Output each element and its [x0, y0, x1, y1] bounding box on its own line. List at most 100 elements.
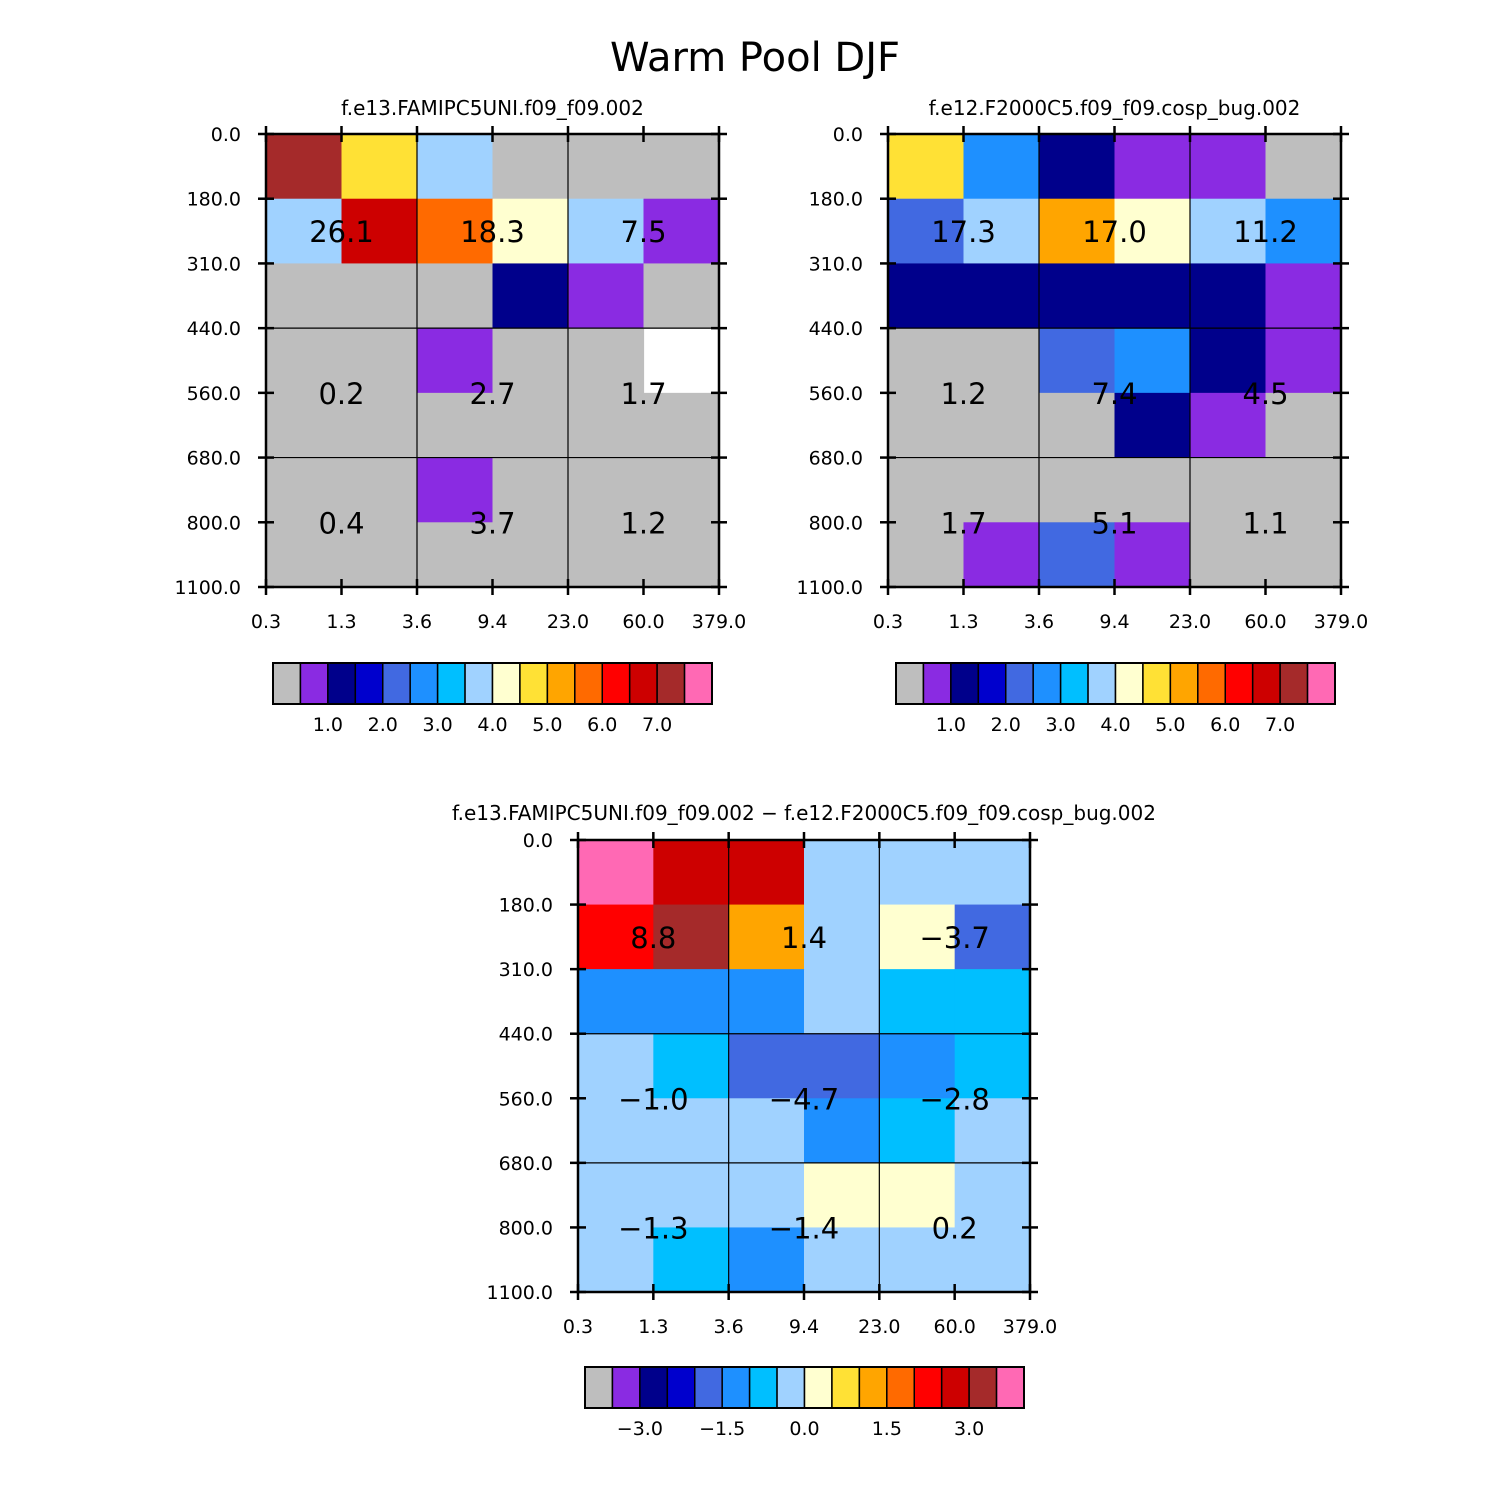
y-tick-label: 800.0	[809, 512, 863, 534]
colorbar-swatch	[748, 1366, 778, 1409]
heatmap-cell	[1190, 522, 1267, 588]
heatmap-cell	[492, 457, 569, 523]
colorbar-label: 5.0	[532, 714, 562, 736]
heatmap-cell	[568, 457, 645, 523]
heatmap-cell	[568, 263, 645, 329]
colorbar-label: 2.0	[368, 714, 398, 736]
colorbar-label: 7.0	[1265, 714, 1295, 736]
colorbar-swatch	[584, 1366, 614, 1409]
heatmap-cell	[1114, 392, 1191, 459]
colorbar-swatch	[382, 662, 411, 705]
y-tick-label: 1100.0	[175, 577, 241, 599]
y-tick-label: 560.0	[809, 383, 863, 405]
block-value-label: −2.8	[919, 1082, 989, 1116]
panel-difference: f.e13.FAMIPC5UNI.f09_f09.002 − f.e12.F20…	[452, 801, 1156, 1440]
block-value-label: 11.2	[1233, 215, 1298, 249]
y-tick-label: 180.0	[187, 189, 241, 211]
heatmap-cell	[1114, 522, 1191, 588]
heatmap-cell	[1265, 392, 1342, 459]
heatmap-cell	[888, 457, 965, 523]
colorbar-swatch	[327, 662, 357, 705]
heatmap-cell	[1265, 263, 1342, 329]
heatmap-cell	[492, 392, 569, 459]
colorbar-swatch	[272, 662, 302, 705]
heatmap-cell	[954, 904, 1031, 970]
heatmap-cell	[417, 457, 494, 523]
heatmap-cell	[341, 263, 418, 329]
heatmap-cell	[954, 840, 1031, 906]
heatmap-cell	[417, 328, 494, 394]
heatmap-cell	[492, 134, 569, 200]
colorbar-swatch	[721, 1366, 751, 1409]
x-tick-label: 1.3	[638, 1316, 668, 1338]
colorbar-label: −3.0	[617, 1418, 663, 1440]
heatmap-cell	[578, 840, 654, 906]
heatmap-cell	[1190, 328, 1267, 394]
x-tick-label: 9.4	[789, 1316, 819, 1338]
y-tick-label: 310.0	[187, 253, 241, 275]
colorbar-swatch	[574, 662, 603, 705]
block-value-label: −3.7	[919, 921, 989, 955]
x-tick-label: 3.6	[1024, 611, 1054, 633]
heatmap-cell	[728, 969, 805, 1035]
heatmap-cell	[643, 263, 720, 329]
heatmap-cell	[1190, 457, 1267, 523]
heatmap-cell	[266, 134, 343, 200]
y-tick-label: 0.0	[523, 830, 553, 852]
block-value-label: −4.7	[769, 1082, 839, 1116]
colorbar-swatch	[886, 1366, 915, 1409]
heatmap-cell	[417, 198, 494, 265]
colorbar-swatch	[464, 662, 494, 705]
heatmap-cell	[417, 392, 494, 459]
x-tick-label: 23.0	[547, 611, 589, 633]
colorbar-frame	[895, 662, 1336, 705]
colorbar-swatch	[895, 662, 925, 705]
panel-title: f.e13.FAMIPC5UNI.f09_f09.002	[341, 96, 644, 120]
x-tick-label: 0.3	[873, 611, 903, 633]
heatmap-cell	[1265, 198, 1342, 265]
block-value-label: 1.2	[940, 377, 986, 411]
panel-title: f.e12.F2000C5.f09_f09.cosp_bug.002	[929, 96, 1301, 120]
heatmap-cell	[341, 522, 418, 588]
heatmap-cell	[879, 969, 956, 1035]
heatmap-cell	[963, 134, 1040, 200]
colorbar-swatch	[1169, 662, 1199, 705]
heatmap-cell	[1114, 198, 1191, 265]
heatmap-cell	[804, 840, 880, 906]
heatmap-cell	[568, 522, 645, 588]
block-value-label: 5.1	[1091, 506, 1137, 540]
heatmap-cell	[888, 328, 965, 394]
colorbar-frame	[272, 662, 713, 705]
colorbar-swatch	[1197, 662, 1227, 705]
heatmap-cell	[1039, 263, 1116, 329]
heatmap-cell	[879, 1033, 956, 1099]
heatmap-cell	[341, 328, 418, 394]
block-value-label: 17.3	[931, 215, 996, 249]
heatmap-cell	[1265, 134, 1342, 200]
heatmap-cell	[1039, 457, 1116, 523]
heatmap-cell	[728, 1162, 805, 1229]
heatmap-cell	[643, 134, 720, 200]
panel-control-run: f.e13.FAMIPC5UNI.f09_f09.002 0.0 180.0 310.…	[175, 96, 747, 736]
heatmap-cell	[653, 1033, 730, 1099]
colorbar-swatch	[656, 662, 686, 705]
heatmap-cell	[1265, 457, 1342, 523]
colorbar-swatch	[950, 662, 980, 705]
heatmap-cell	[643, 198, 720, 265]
colorbar-label: 3.0	[423, 714, 453, 736]
x-tick-label: 60.0	[934, 1316, 976, 1338]
heatmap-cell	[879, 1162, 956, 1229]
heatmap-cell	[728, 1098, 805, 1164]
y-tick-label: 680.0	[187, 448, 241, 470]
block-value-label: 1.7	[940, 506, 986, 540]
block-value-label: 26.1	[309, 215, 374, 249]
heatmap-cell	[804, 904, 880, 970]
heatmap-cell	[804, 1098, 880, 1164]
heatmap-cell	[653, 904, 730, 970]
y-tick-label: 560.0	[499, 1088, 553, 1110]
y-tick-label: 680.0	[499, 1153, 553, 1175]
colorbar-swatch	[611, 1366, 641, 1409]
colorbar-swatch	[1005, 662, 1034, 705]
colorbar-swatch	[354, 662, 384, 705]
colorbar-label: −1.5	[699, 1418, 745, 1440]
